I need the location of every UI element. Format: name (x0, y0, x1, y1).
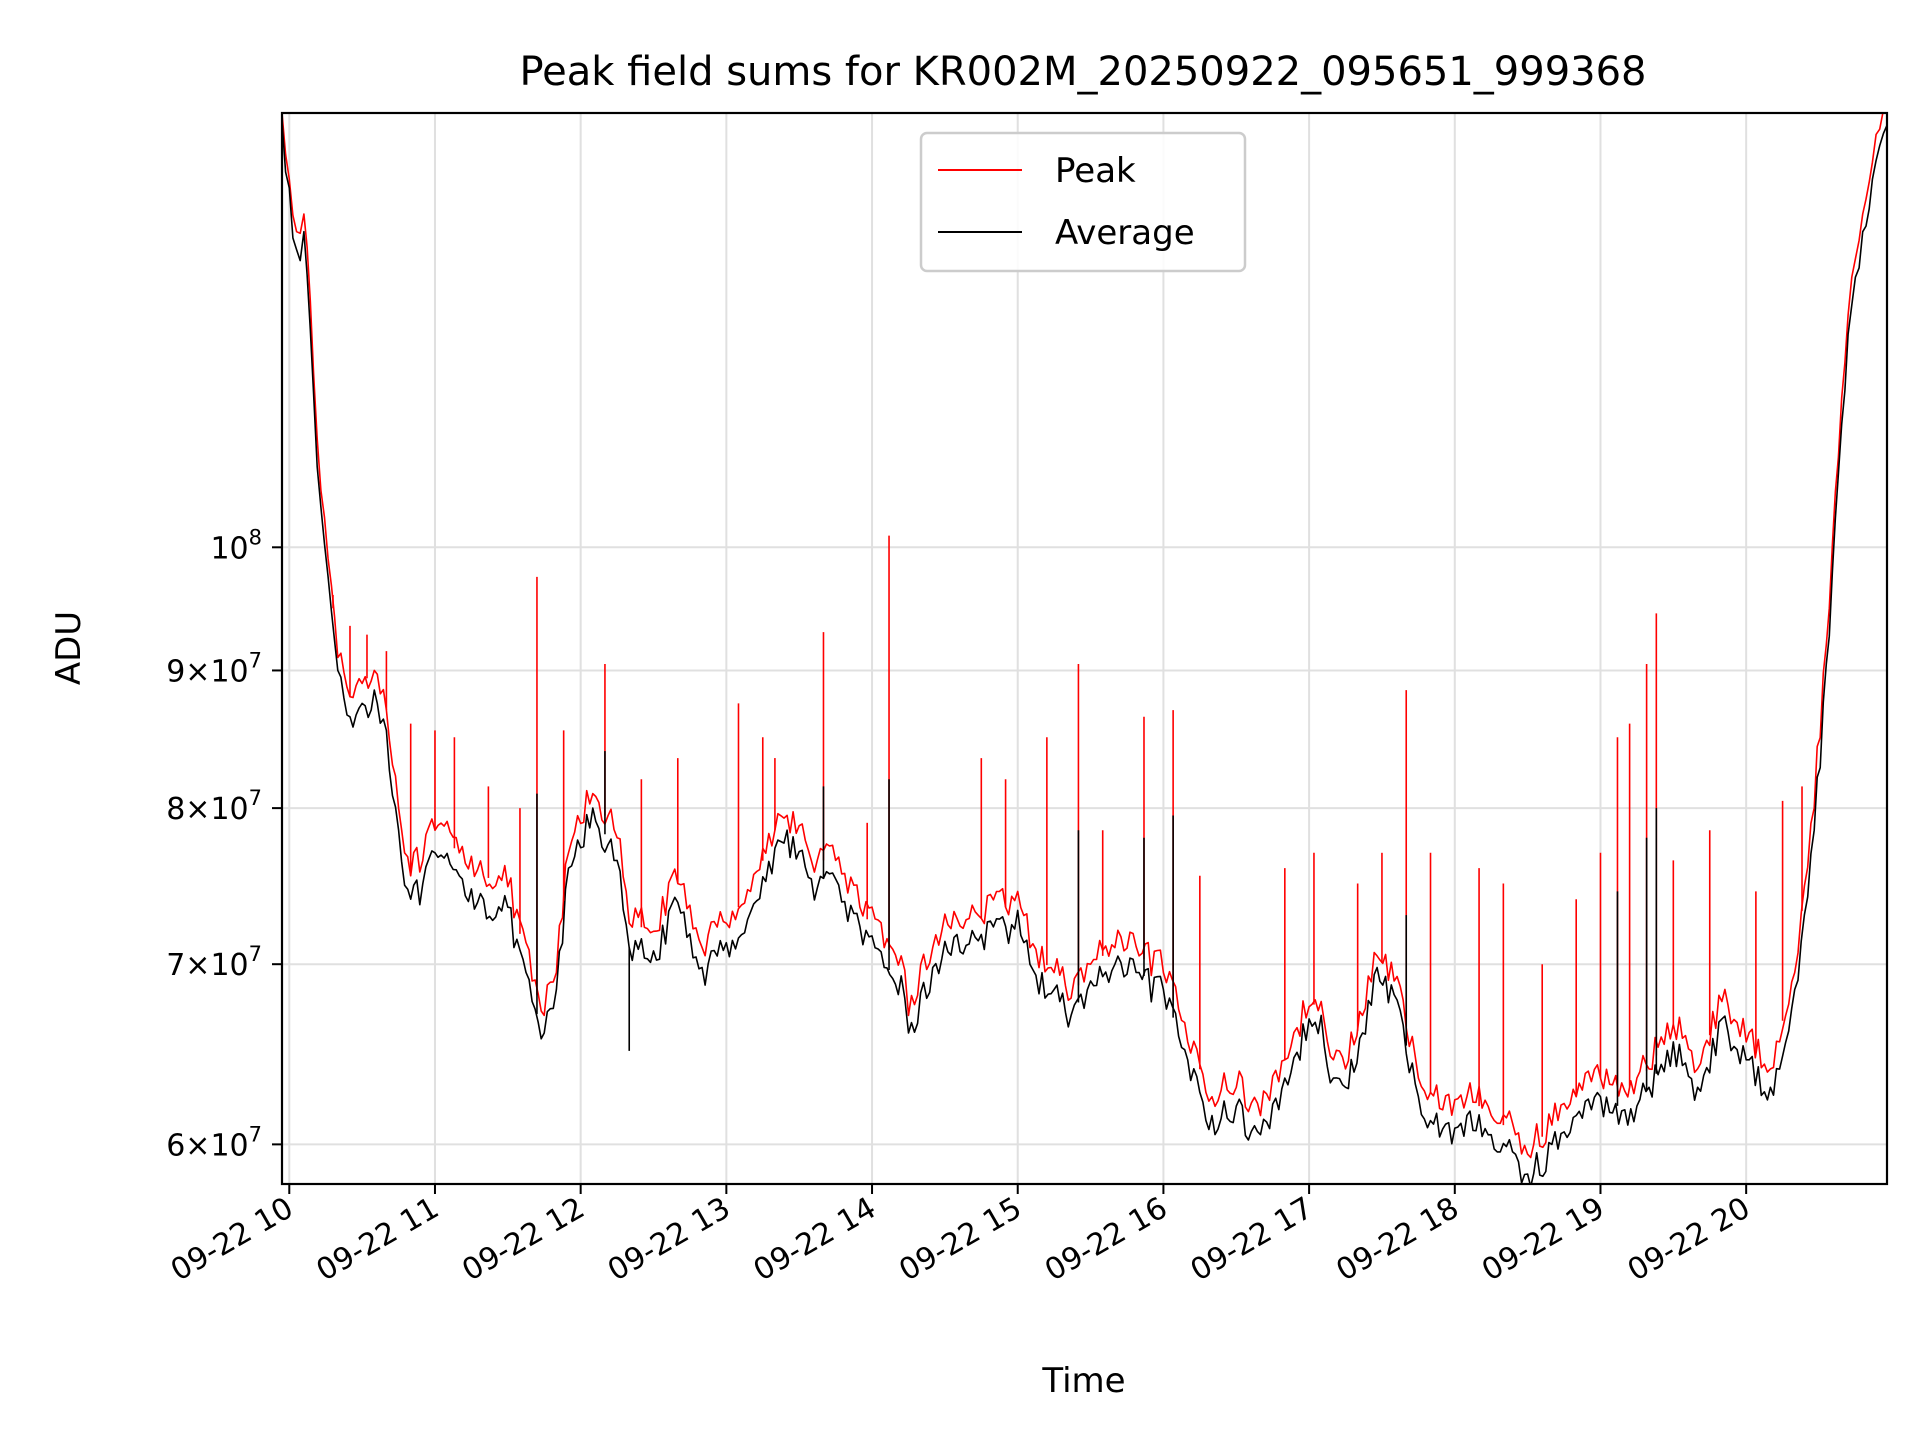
plot-frame (280, 111, 1889, 1186)
legend-label-peak: Peak (1055, 151, 1136, 191)
y-tick-label: 6×107 (166, 1122, 262, 1163)
legend-box (919, 131, 1247, 273)
y-tick-label: 8×107 (166, 786, 262, 827)
legend: Peak Average (919, 131, 1247, 273)
grid (282, 113, 1887, 1184)
legend-label-average: Average (1055, 213, 1195, 253)
y-tick-label: 108 (210, 525, 262, 566)
y-tick-label: 7×107 (166, 942, 262, 983)
x-axis-label: Time (1041, 1361, 1125, 1401)
y-axis-label: ADU (49, 611, 89, 685)
plot-area (282, 113, 1887, 1184)
y-tick-label: 9×107 (166, 648, 262, 689)
series-line-peak (282, 113, 1887, 1159)
chart-title: Peak field sums for KR002M_20250922_0956… (519, 49, 1646, 95)
series-layer (282, 113, 1887, 1184)
series-line-average (282, 121, 1887, 1184)
y-axis: 6×107 7×107 8×107 9×107 108 (166, 525, 282, 1163)
